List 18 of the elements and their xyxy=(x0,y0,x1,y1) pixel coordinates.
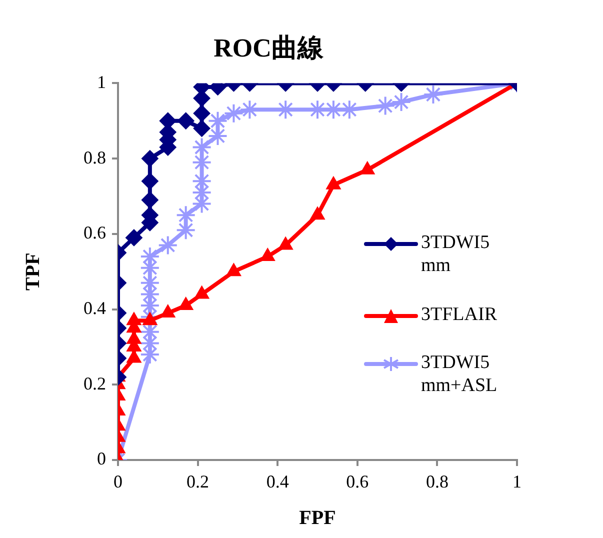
y-tick-label: 1 xyxy=(97,72,106,92)
y-tick-label: 0.2 xyxy=(84,373,106,394)
x-axis-title: FPF xyxy=(299,507,336,530)
legend-label: 3TFLAIR xyxy=(421,304,498,326)
x-tick-label: 0.6 xyxy=(346,472,369,492)
y-tick-label: 0.4 xyxy=(84,298,106,318)
x-tick-label: 0 xyxy=(114,472,122,492)
legend-label: 3TDWI5 mm+ASL xyxy=(421,352,498,398)
legend-label: 3TDWI5 mm xyxy=(421,232,491,278)
x-tick-label: 0.4 xyxy=(266,472,289,492)
x-tick-label: 0.8 xyxy=(426,472,448,492)
y-tick-label: 0.6 xyxy=(84,222,106,243)
y-axis-title: TPF xyxy=(22,252,44,290)
y-tick-label: 0.8 xyxy=(84,147,106,168)
y-tick-label: 0 xyxy=(97,448,106,469)
x-tick-label: 1 xyxy=(512,472,522,492)
x-tick-label: 0.2 xyxy=(186,472,210,492)
chart-title: ROC曲線 xyxy=(214,33,324,62)
